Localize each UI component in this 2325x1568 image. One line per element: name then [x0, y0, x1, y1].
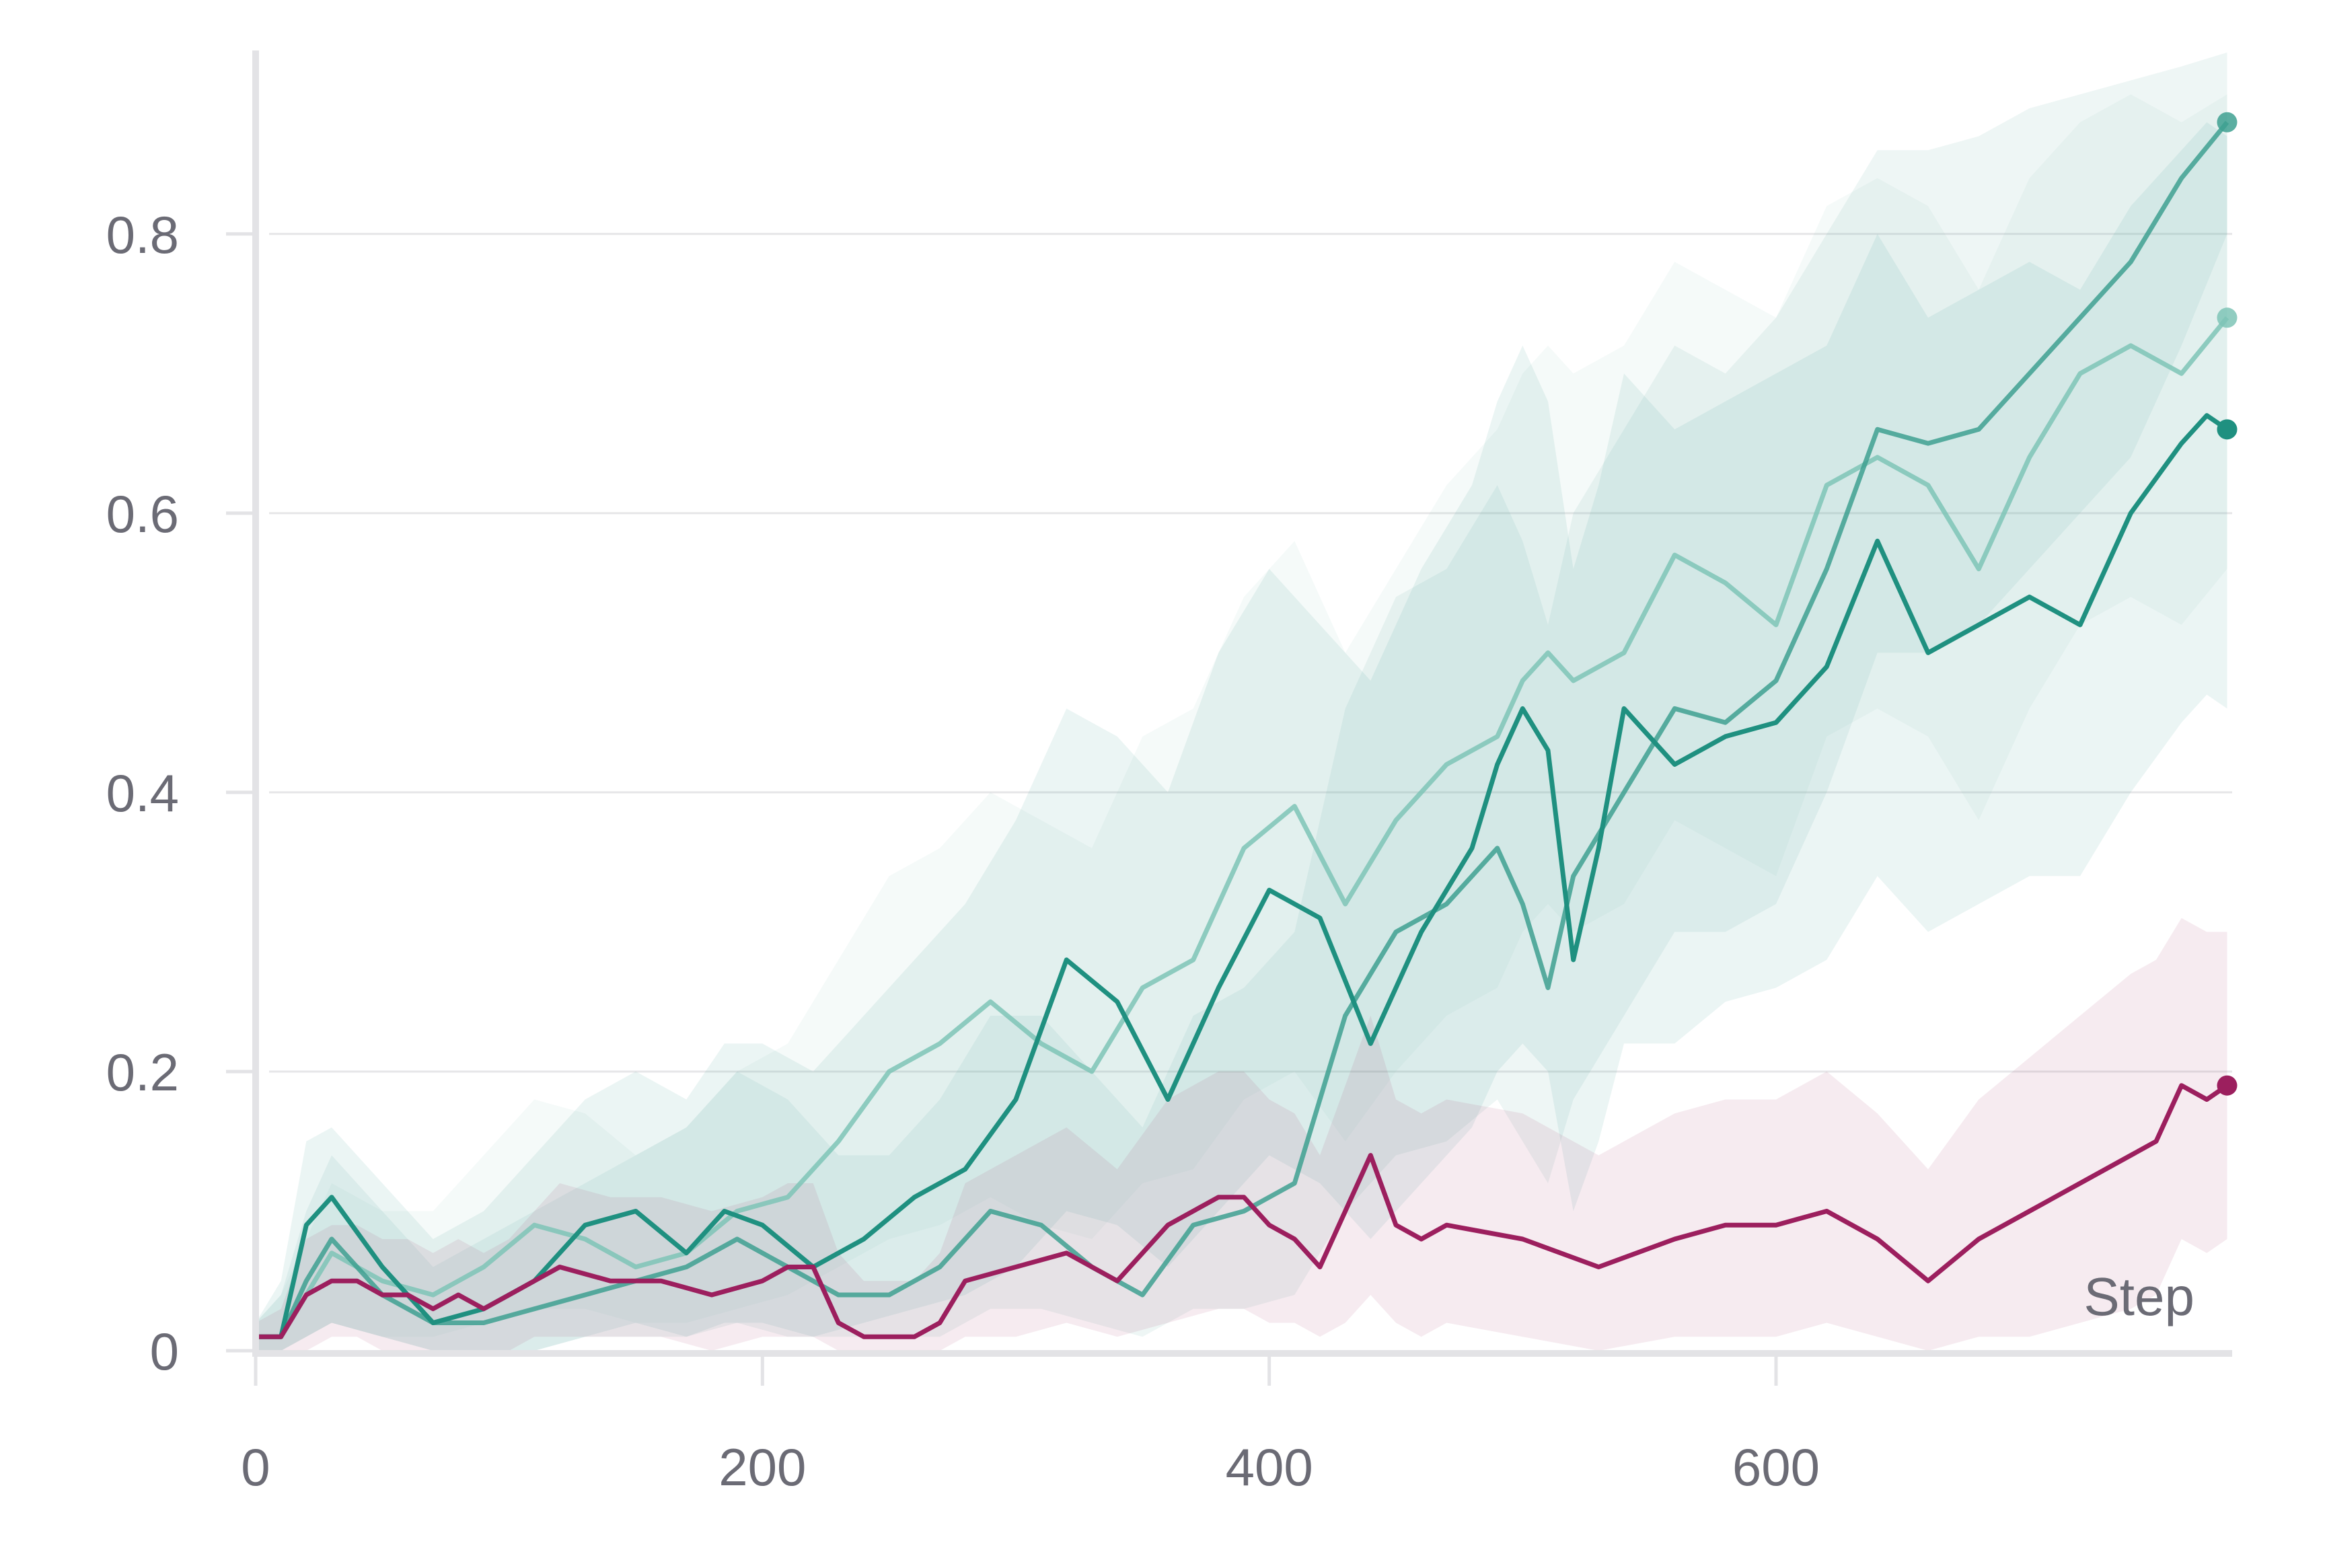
- series-endpoints: [2217, 112, 2238, 1096]
- x-tick-label: 400: [1226, 1438, 1313, 1497]
- series-endpoint-4: [2217, 1075, 2238, 1096]
- series-endpoint-2: [2217, 112, 2238, 133]
- confidence-band-1: [256, 122, 2227, 1351]
- series-endpoint-3: [2217, 307, 2238, 328]
- series-line-4: [256, 1083, 2229, 1339]
- series-line-2: [256, 120, 2229, 1339]
- confidence-band-2: [256, 52, 2227, 1351]
- x-axis-label: Step: [2083, 1267, 2194, 1327]
- confidence-band-3: [256, 94, 2227, 1351]
- confidence-band-4: [256, 918, 2227, 1351]
- y-tick-label: 0.2: [106, 1043, 179, 1102]
- gridlines: [269, 233, 2232, 1073]
- axes: [226, 50, 2232, 1386]
- x-tick-label: 200: [718, 1438, 806, 1497]
- series-lines: [256, 120, 2229, 1339]
- confidence-bands: [256, 52, 2227, 1351]
- x-tick-label: 600: [1732, 1438, 1820, 1497]
- tick-labels: 0 0.2 0.4 0.6 0.8 0 200 400 600: [106, 205, 1820, 1497]
- y-tick-label: 0.8: [106, 205, 179, 264]
- series-line-1: [256, 413, 2229, 1339]
- x-tick-label: 0: [241, 1438, 270, 1497]
- series-line-3: [256, 316, 2229, 1339]
- y-tick-label: 0: [150, 1322, 179, 1381]
- y-tick-label: 0.4: [106, 763, 179, 823]
- series-endpoint-1: [2217, 419, 2238, 440]
- y-tick-label: 0.6: [106, 484, 179, 544]
